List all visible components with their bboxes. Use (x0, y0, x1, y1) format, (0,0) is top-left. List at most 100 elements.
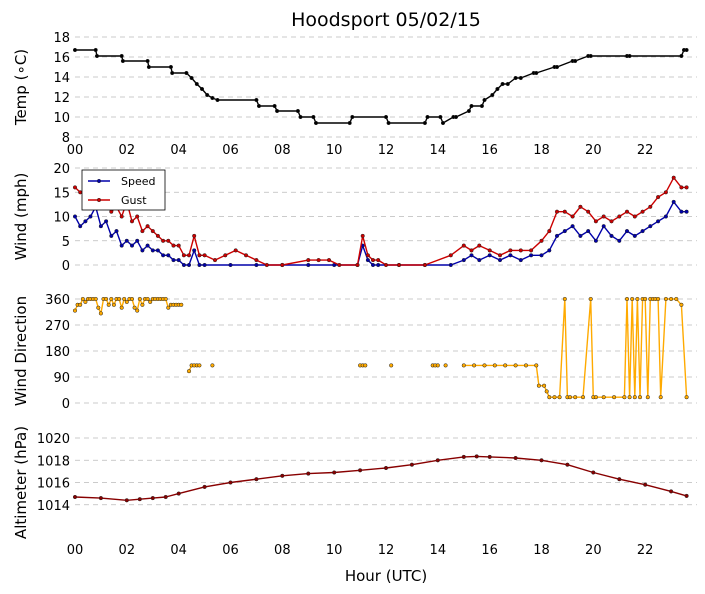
wind-data-point (104, 219, 109, 224)
altimeter-data-point (684, 493, 689, 498)
altimeter-data-point (176, 491, 181, 496)
temperature-panel: 8 10 12 14 16 18 Temp (∘C) 00 02 04 06 08 10 12 14 16 18… (12, 31, 697, 158)
wind-data-point (155, 248, 160, 253)
wind-data-point (656, 195, 661, 200)
temperature-data-point (383, 114, 389, 120)
wind-data-point (140, 229, 145, 234)
wind-data-point (624, 229, 630, 234)
wind-data-point (109, 233, 114, 238)
wind-direction-data-point (117, 296, 122, 302)
wind-data-point (166, 238, 171, 243)
wind-direction-data-point (96, 305, 101, 310)
temperature-y-tick-label: 18 (53, 31, 70, 46)
wind-data-point (155, 233, 160, 238)
wind-data-point (570, 214, 575, 219)
legend-label: Gust (121, 194, 147, 207)
wind-direction-data-point (635, 296, 640, 302)
wind-data-point (370, 262, 376, 268)
wind-data-point (477, 243, 482, 248)
wind-direction-y-tick-label: 90 (53, 371, 70, 386)
wind-data-point (684, 209, 689, 214)
altimeter-data-point (332, 470, 337, 475)
x-tick-label: 12 (378, 543, 395, 558)
wind-data-point (617, 238, 622, 243)
wind-series-gust (72, 175, 689, 268)
wind-direction-data-point (679, 302, 684, 307)
wind-direction-data-point (580, 395, 586, 400)
temperature-data-point (440, 120, 446, 126)
wind-direction-data-point (145, 296, 150, 302)
wind-data-point (593, 219, 598, 224)
temperature-data-point (386, 120, 391, 126)
wind-data-point (129, 219, 135, 224)
wind-data-point (554, 233, 560, 238)
temperature-data-point (469, 103, 474, 109)
wind-series-line (74, 176, 687, 266)
wind-direction-data-point (513, 363, 518, 368)
wind-data-point (166, 253, 171, 258)
wind-direction-data-point (197, 363, 202, 368)
wind-data-point (326, 258, 332, 263)
wind-data-point (124, 238, 129, 243)
wind-data-point (98, 224, 103, 229)
wind-direction-series-4 (389, 363, 394, 368)
wind-data-point (171, 243, 176, 248)
wind-direction-data-point (573, 395, 578, 400)
altimeter-data-point (669, 489, 674, 494)
wind-data-point (197, 262, 202, 268)
wind-direction-series-3 (358, 363, 368, 368)
legend-label: Speed (121, 175, 155, 188)
wind-data-point (562, 209, 567, 214)
wind-data-point (365, 258, 370, 263)
altimeter-data-point (591, 470, 596, 475)
x-tick-label: 16 (481, 143, 498, 158)
altimeter-data-point (163, 494, 168, 500)
wind-direction-data-point (132, 305, 137, 310)
altimeter-data-point (137, 497, 142, 502)
wind-data-point (487, 248, 492, 253)
x-tick-label: 04 (170, 543, 187, 558)
x-tick-label: 08 (274, 143, 291, 158)
wind-direction-series-7 (461, 296, 689, 400)
wind-direction-data-point (363, 363, 368, 368)
temperature-data-point (534, 70, 539, 76)
wind-data-point (684, 185, 689, 190)
temperature-data-point (513, 75, 518, 81)
wind-direction-data-point (163, 296, 168, 302)
wind-data-point (640, 229, 645, 234)
altimeter-y-tick-label: 1018 (37, 454, 70, 469)
wind-data-point (679, 209, 684, 214)
wind-data-point (547, 248, 552, 253)
wind-data-point (539, 238, 544, 243)
altimeter-data-point (124, 498, 129, 503)
wind-data-point (145, 224, 150, 229)
wind-data-point (396, 262, 402, 268)
temperature-data-point (184, 70, 189, 76)
wind-direction-data-point (104, 296, 109, 302)
temperature-y-tick-label: 16 (53, 51, 70, 66)
wind-data-point (570, 224, 575, 229)
x-tick-label: 06 (222, 543, 239, 558)
temperature-data-point (684, 47, 689, 53)
temperature-data-point (254, 97, 259, 103)
wind-data-point (192, 233, 197, 238)
temperature-data-point (588, 53, 593, 59)
temperature-y-tick-label: 12 (53, 91, 70, 106)
temperature-data-point (120, 58, 125, 64)
wind-data-point (254, 262, 259, 268)
wind-data-point (586, 229, 591, 234)
wind-data-point (609, 219, 614, 224)
temperature-data-point (94, 53, 100, 59)
temperature-data-point (438, 114, 443, 120)
wind-direction-data-point (186, 369, 192, 374)
wind-data-point (497, 253, 503, 258)
wind-data-point (632, 214, 637, 219)
wind-data-point (228, 262, 233, 268)
legend-swatch-marker (96, 197, 102, 203)
wind-data-point (119, 243, 124, 248)
wind-data-point (306, 258, 311, 263)
wind-data-point (186, 253, 192, 258)
wind-data-point (254, 258, 259, 263)
